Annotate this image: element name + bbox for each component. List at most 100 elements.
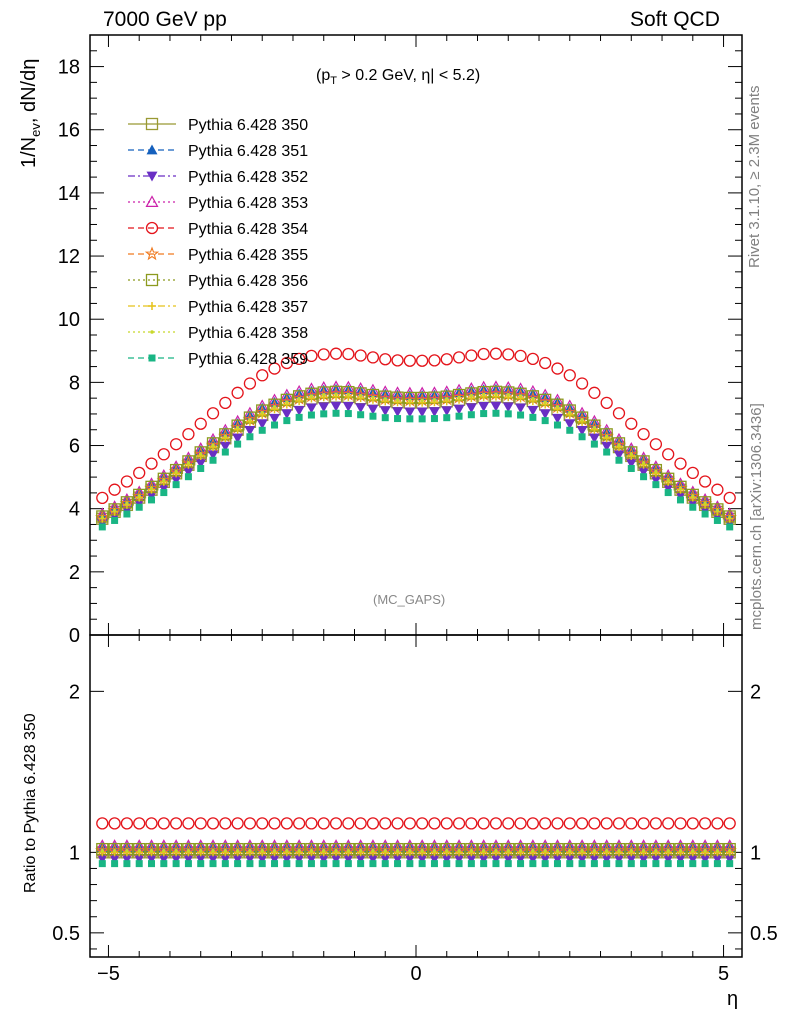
- data-point: [96, 509, 108, 520]
- ratio-point: [603, 860, 611, 868]
- data-point: [711, 502, 723, 513]
- data-point: [186, 461, 191, 465]
- ratio-point: [416, 817, 429, 830]
- ratio-point: [379, 817, 392, 830]
- header-right: Soft QCD: [630, 8, 720, 31]
- ratio-point: [674, 854, 686, 865]
- data-point: [169, 438, 183, 451]
- data-point: [629, 452, 634, 456]
- data-point: [120, 475, 134, 488]
- ratio-tick-label: 0.5: [52, 923, 80, 945]
- ratio-point: [258, 860, 266, 868]
- data-point: [514, 349, 527, 363]
- ratio-point: [293, 854, 305, 865]
- data-point: [543, 400, 547, 404]
- data-point: [158, 483, 170, 494]
- ratio-point: [664, 860, 672, 868]
- ratio-point: [477, 817, 490, 830]
- data-point: [662, 483, 674, 494]
- ratio-point: [297, 848, 301, 853]
- ratio-point: [170, 842, 182, 852]
- legend-entry: Pythia 6.428 356: [128, 273, 308, 290]
- ratio-point: [232, 842, 244, 852]
- ratio-point: [271, 860, 279, 868]
- ratio-point: [625, 817, 638, 830]
- ratio-point: [281, 854, 293, 865]
- ratio-point: [305, 817, 318, 830]
- ratio-point: [504, 860, 512, 868]
- ratio-point: [592, 848, 597, 853]
- ylabel-rest: , dN/dη: [18, 58, 40, 124]
- series-359-main: [98, 409, 734, 531]
- ratio-point: [629, 848, 634, 853]
- ratio-tick-label-right: 2: [750, 681, 761, 703]
- ratio-point: [465, 842, 477, 852]
- ratio-point: [354, 817, 367, 830]
- data-point: [332, 409, 340, 417]
- data-point: [638, 467, 650, 478]
- data-point: [687, 488, 699, 498]
- data-point: [674, 457, 687, 470]
- ratio-point: [355, 842, 367, 852]
- data-point: [182, 428, 195, 441]
- data-point: [553, 421, 561, 429]
- ratio-point: [627, 860, 635, 868]
- data-point: [157, 448, 170, 461]
- data-point: [531, 396, 535, 401]
- data-point: [146, 479, 158, 490]
- legend-label: Pythia 6.428 355: [188, 247, 308, 264]
- ratio-point: [320, 860, 328, 868]
- ratio-point: [379, 842, 391, 852]
- legend-label: Pythia 6.428 359: [188, 351, 308, 368]
- data-point: [391, 354, 404, 367]
- data-point: [219, 396, 232, 410]
- data-point: [416, 407, 428, 418]
- ratio-point: [514, 817, 527, 830]
- ratio-point: [285, 848, 289, 853]
- legend-entry: Pythia 6.428 353: [128, 195, 308, 212]
- data-point: [209, 456, 217, 464]
- ratio-point: [207, 842, 219, 852]
- data-point: [563, 369, 576, 382]
- data-point: [515, 403, 527, 414]
- ratio-point: [268, 817, 281, 830]
- ratio-point: [428, 842, 440, 852]
- ratio-point: [578, 860, 586, 868]
- ratio-point: [678, 848, 683, 853]
- legend-entry: Pythia 6.428 350: [128, 117, 308, 134]
- data-point: [465, 349, 478, 362]
- legend-entry: Pythia 6.428 351: [128, 143, 308, 160]
- data-point: [502, 348, 515, 361]
- ratio-point: [174, 848, 178, 853]
- data-point: [502, 402, 514, 413]
- main-y-axis-label: 1/Nev, dN/dη: [18, 59, 43, 168]
- data-point: [452, 351, 466, 364]
- ratio-point: [172, 860, 180, 868]
- data-point: [330, 401, 342, 412]
- ratio-point: [148, 860, 156, 868]
- ratio-point: [269, 854, 281, 865]
- ratio-point: [392, 854, 404, 865]
- ratio-point: [162, 848, 166, 853]
- ratio-point: [366, 817, 380, 830]
- ratio-point: [346, 848, 351, 853]
- data-point: [612, 407, 626, 420]
- ylabel-sub: ev: [28, 123, 43, 137]
- ratio-point: [515, 854, 527, 865]
- ratio-point: [551, 842, 563, 852]
- ratio-point: [662, 842, 674, 852]
- data-point: [492, 409, 500, 417]
- ratio-point: [321, 848, 326, 853]
- ratio-point: [652, 860, 660, 868]
- data-point: [231, 386, 244, 399]
- data-point: [662, 471, 674, 482]
- data-point: [285, 400, 289, 404]
- ratio-point: [342, 817, 355, 830]
- data-point: [158, 471, 170, 482]
- ratio-y-axis-label: Ratio to Pythia 6.428 350: [22, 713, 39, 893]
- ratio-point: [133, 842, 145, 852]
- data-point: [678, 486, 683, 491]
- data-point: [440, 353, 453, 366]
- ratio-point: [443, 860, 451, 868]
- ratio-point: [539, 842, 551, 852]
